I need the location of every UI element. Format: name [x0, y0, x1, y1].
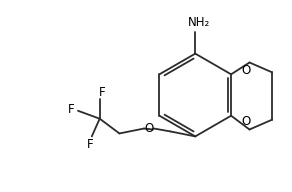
- Text: O: O: [144, 122, 154, 135]
- Text: F: F: [86, 138, 93, 151]
- Text: O: O: [241, 115, 250, 128]
- Text: NH₂: NH₂: [188, 16, 210, 29]
- Text: F: F: [99, 86, 106, 98]
- Text: F: F: [68, 103, 74, 116]
- Text: O: O: [241, 64, 250, 77]
